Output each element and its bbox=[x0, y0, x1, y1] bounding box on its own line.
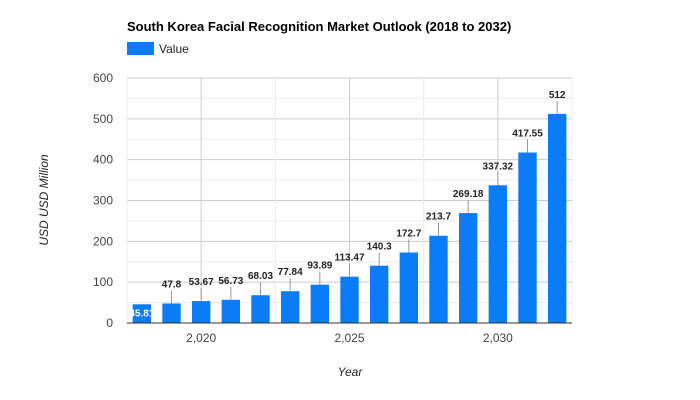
data-label: 56.73 bbox=[218, 276, 243, 287]
bar[interactable] bbox=[310, 284, 330, 323]
data-label: 213.7 bbox=[426, 212, 451, 223]
legend-swatch-icon bbox=[127, 42, 154, 55]
data-label: 512 bbox=[549, 90, 566, 101]
data-label: 417.55 bbox=[512, 129, 543, 140]
x-axis-title: Year bbox=[338, 365, 364, 379]
legend[interactable]: Value bbox=[127, 42, 189, 56]
y-tick-label: 600 bbox=[93, 71, 113, 85]
data-label: 113.47 bbox=[334, 253, 364, 264]
bar[interactable] bbox=[458, 213, 478, 323]
y-tick-label: 300 bbox=[93, 194, 113, 208]
data-label: 140.3 bbox=[367, 242, 392, 253]
data-label: 53.67 bbox=[189, 277, 214, 288]
chart-title: South Korea Facial Recognition Market Ou… bbox=[127, 19, 511, 34]
data-label: 93.89 bbox=[307, 261, 332, 272]
bar[interactable] bbox=[280, 291, 300, 323]
y-axis-title: USD USD Million bbox=[37, 154, 51, 246]
x-tick-label: 2,030 bbox=[483, 331, 513, 345]
y-tick-label: 200 bbox=[93, 234, 113, 248]
x-axis-ticks: 2,020 2,025 2,030 bbox=[186, 331, 513, 345]
x-tick-label: 2,025 bbox=[334, 331, 364, 345]
bar[interactable] bbox=[399, 252, 419, 323]
bar[interactable] bbox=[369, 265, 389, 323]
label-leaders bbox=[171, 100, 558, 304]
y-axis-ticks: 0 100 200 300 400 500 600 bbox=[93, 71, 113, 330]
bar[interactable] bbox=[162, 303, 181, 323]
data-label: 337.32 bbox=[483, 161, 514, 172]
data-label: 77.84 bbox=[278, 267, 303, 278]
bar[interactable] bbox=[191, 301, 211, 323]
data-labels: 45.81 47.8 53.67 56.73 68.03 77.84 93.89113.47… bbox=[129, 90, 566, 319]
data-label: 68.03 bbox=[248, 271, 273, 282]
data-label: 47.8 bbox=[162, 279, 182, 290]
bars bbox=[132, 113, 567, 323]
x-tick-label: 2,020 bbox=[186, 331, 216, 345]
gridlines bbox=[126, 77, 573, 323]
bar[interactable] bbox=[547, 113, 567, 323]
y-tick-label: 100 bbox=[93, 275, 113, 289]
legend-label: Value bbox=[159, 42, 189, 56]
data-label: 269.18 bbox=[453, 189, 484, 200]
bar[interactable] bbox=[340, 276, 359, 323]
y-tick-label: 500 bbox=[93, 112, 113, 126]
bar[interactable] bbox=[132, 304, 152, 323]
y-tick-label: 0 bbox=[106, 316, 113, 330]
y-tick-label: 400 bbox=[93, 153, 113, 167]
bar[interactable] bbox=[429, 235, 448, 323]
data-label: 45.81 bbox=[129, 308, 154, 319]
bar[interactable] bbox=[221, 299, 241, 323]
bar[interactable] bbox=[518, 152, 537, 323]
bar[interactable] bbox=[488, 185, 508, 323]
data-label: 172.7 bbox=[396, 228, 421, 239]
bar[interactable] bbox=[251, 295, 270, 323]
